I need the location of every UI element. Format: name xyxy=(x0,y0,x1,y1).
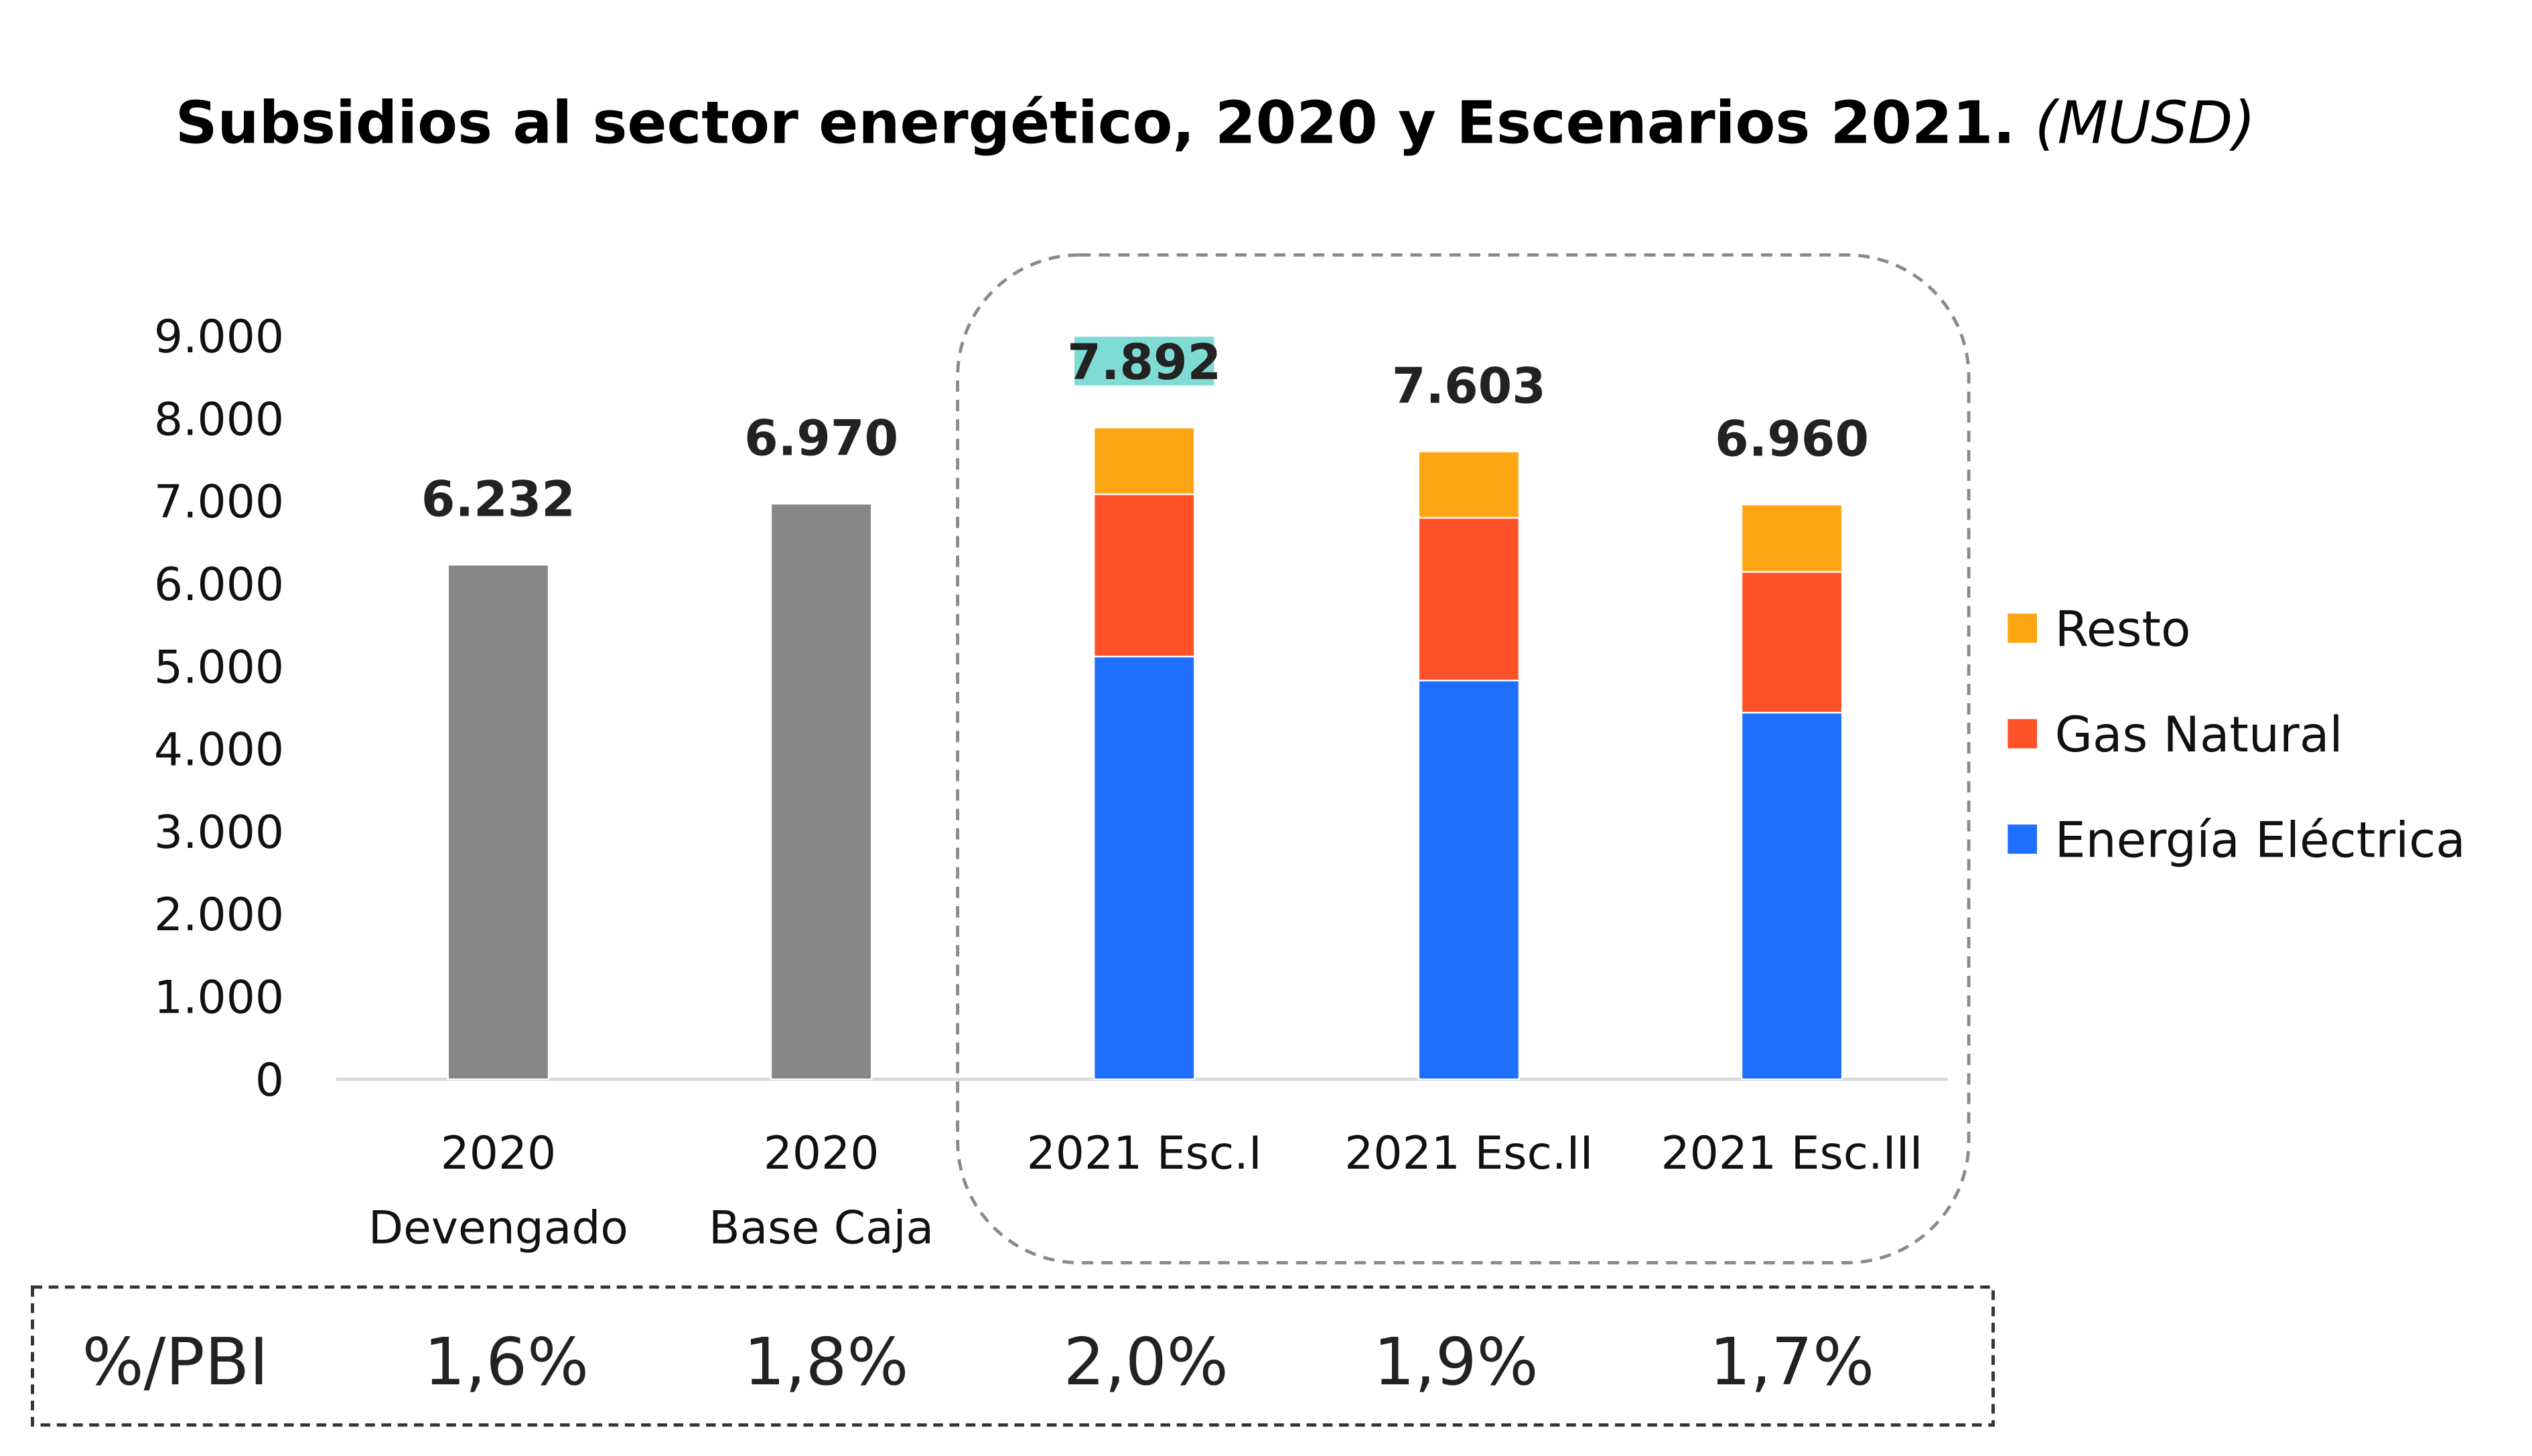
y-tick-label: 6.000 xyxy=(154,558,284,611)
legend-label-resto: Resto xyxy=(2055,602,2191,658)
bar-segment-total xyxy=(447,563,550,1080)
y-tick-label: 2.000 xyxy=(154,888,284,941)
y-tick-label: 1.000 xyxy=(154,971,284,1024)
pbi-value: 1,7% xyxy=(1709,1324,1874,1400)
y-tick-label: 0 xyxy=(255,1053,284,1106)
legend: Resto Gas Natural Energía Eléctrica xyxy=(2008,602,2466,869)
y-tick-label: 8.000 xyxy=(154,392,284,445)
y-tick-label: 7.000 xyxy=(154,476,284,528)
y-axis: 0 1.000 2.000 3.000 4.000 5.000 6.000 7.000 8.00… xyxy=(154,310,284,1106)
pbi-row-box xyxy=(31,1285,1995,1427)
bar-segment-energ-a-el-ctrica xyxy=(1417,679,1521,1080)
pbi-row-values: 1,6% 1,8% 2,0% 1,9% 1,7% xyxy=(424,1324,1874,1400)
y-tick-label: 5.000 xyxy=(154,640,284,693)
y-tick-label: 3.000 xyxy=(154,806,284,859)
value-label: 6.232 xyxy=(421,471,575,528)
value-label-highlight xyxy=(1074,336,1214,386)
x-tick-label: 2021 Esc.I xyxy=(1027,1126,1262,1179)
value-label: 7.603 xyxy=(1392,358,1546,415)
x-tick-label: 2020 xyxy=(764,1126,880,1179)
x-tick-label: 2020 xyxy=(441,1126,557,1179)
chart-title-unit: (MUSD) xyxy=(2035,88,2256,157)
x-tick-label: Base Caja xyxy=(709,1201,934,1254)
bars: 6.232 6.970 7.892 7.603 6.960 xyxy=(421,335,1869,1080)
legend-label-energia-electrica: Energía Eléctrica xyxy=(2055,813,2466,869)
bar-segment-gas-natural xyxy=(1417,516,1521,682)
value-label: 7.892 xyxy=(1067,335,1221,391)
bar-segment-energ-a-el-ctrica xyxy=(1093,656,1196,1080)
pbi-value: 1,8% xyxy=(744,1324,908,1400)
bar-segment-resto xyxy=(1417,450,1521,519)
x-axis-labels: 2020 Devengado 2020 Base Caja 2021 Esc.I 2021… xyxy=(368,1126,1923,1254)
legend-swatch-gas-natural xyxy=(2008,719,2037,749)
x-tick-label: Devengado xyxy=(368,1201,628,1254)
y-tick-label: 4.000 xyxy=(154,723,284,776)
legend-swatch-energia-electrica xyxy=(2008,824,2037,854)
chart-title: Subsidios al sector energético, 2020 y E… xyxy=(175,88,2256,157)
bar-segment-resto xyxy=(1740,504,1843,573)
pbi-value: 1,6% xyxy=(424,1324,589,1400)
bar-segment-total xyxy=(770,502,873,1080)
bar-segment-gas-natural xyxy=(1740,571,1843,714)
legend-swatch-resto xyxy=(2008,613,2037,643)
value-label: 6.960 xyxy=(1715,412,1869,468)
bar-segment-gas-natural xyxy=(1093,493,1196,658)
bar-segment-resto xyxy=(1093,427,1196,496)
pbi-value: 1,9% xyxy=(1373,1324,1538,1400)
value-label: 6.970 xyxy=(744,411,898,467)
scenarios-group-box xyxy=(956,253,1971,1264)
x-tick-label: 2021 Esc.III xyxy=(1661,1126,1922,1179)
pbi-row-label: %/PBI xyxy=(82,1324,269,1400)
x-tick-label: 2021 Esc.II xyxy=(1344,1126,1593,1179)
pbi-value: 2,0% xyxy=(1064,1324,1228,1400)
legend-label-gas-natural: Gas Natural xyxy=(2055,707,2343,763)
y-tick-label: 9.000 xyxy=(154,310,284,363)
bar-segment-energ-a-el-ctrica xyxy=(1740,711,1843,1080)
